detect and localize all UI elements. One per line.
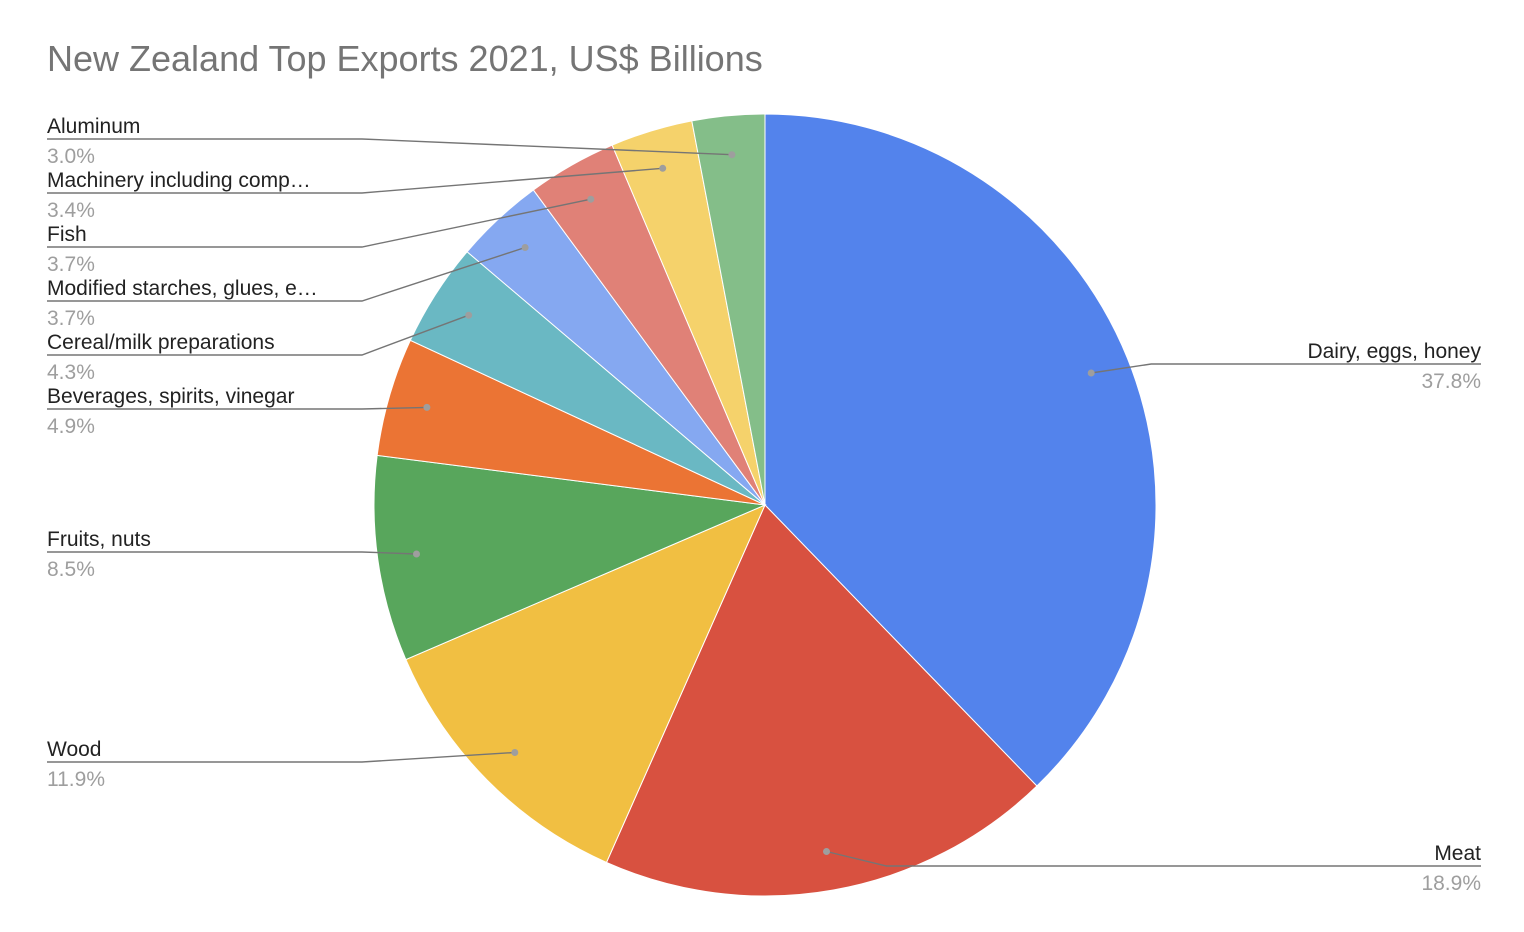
leader-dot-dairy-eggs-honey bbox=[1087, 369, 1095, 377]
slice-label-wood: Wood bbox=[47, 738, 101, 761]
leader-line-beverages-spirits-vinegar bbox=[47, 406, 427, 410]
leader-dot-beverages-spirits-vinegar bbox=[423, 403, 431, 411]
leader-line-meat bbox=[826, 850, 1481, 867]
slice-percent-fish: 3.7% bbox=[47, 253, 95, 276]
slice-percent-cereal-milk-preparations: 4.3% bbox=[47, 361, 95, 384]
leader-line-dairy-eggs-honey bbox=[1091, 363, 1481, 374]
slice-label-beverages-spirits-vinegar: Beverages, spirits, vinegar bbox=[47, 385, 294, 408]
leader-dot-fruits-nuts bbox=[413, 550, 420, 558]
pie-slice-fruits-nuts bbox=[373, 454, 767, 661]
slice-label-meat: Meat bbox=[1434, 842, 1481, 865]
leader-dot-machinery-including-comp bbox=[659, 164, 667, 172]
slice-label-cereal-milk-preparations: Cereal/milk preparations bbox=[47, 331, 275, 354]
leader-dot-cereal-milk-preparations bbox=[465, 311, 473, 319]
slice-label-modified-starches-glues-e: Modified starches, glues, e… bbox=[47, 277, 318, 300]
leader-line-fruits-nuts bbox=[47, 551, 417, 555]
leader-line-cereal-milk-preparations bbox=[47, 314, 469, 356]
chart-title: New Zealand Top Exports 2021, US$ Billio… bbox=[47, 38, 763, 79]
slice-percent-wood: 11.9% bbox=[47, 768, 105, 791]
slice-percent-fruits-nuts: 8.5% bbox=[47, 558, 95, 581]
slice-label-aluminum: Aluminum bbox=[47, 115, 140, 138]
leader-line-machinery-including-comp bbox=[47, 167, 663, 194]
leader-line-wood bbox=[47, 751, 515, 763]
slice-percent-beverages-spirits-vinegar: 4.9% bbox=[47, 415, 95, 438]
slice-percent-modified-starches-glues-e: 3.7% bbox=[47, 307, 95, 330]
pie-slice-dairy-eggs-honey bbox=[764, 113, 1157, 787]
leader-line-modified-starches-glues-e bbox=[47, 246, 526, 302]
pie-slice-aluminum bbox=[691, 113, 766, 506]
slice-label-dairy-eggs-honey: Dairy, eggs, honey bbox=[1307, 340, 1481, 363]
slice-label-fish: Fish bbox=[47, 223, 87, 246]
slice-percent-meat: 18.9% bbox=[1421, 872, 1481, 895]
slice-percent-dairy-eggs-honey: 37.8% bbox=[1421, 370, 1481, 393]
leader-dot-aluminum bbox=[728, 151, 736, 159]
leader-dot-meat bbox=[823, 848, 830, 855]
leader-dot-fish bbox=[587, 195, 595, 203]
leader-dot-wood bbox=[511, 749, 519, 756]
slice-label-fruits-nuts: Fruits, nuts bbox=[47, 528, 151, 551]
leader-dot-modified-starches-glues-e bbox=[521, 244, 529, 251]
leader-line-aluminum bbox=[47, 138, 732, 156]
slice-percent-machinery-including-comp: 3.4% bbox=[47, 199, 95, 222]
leader-line-fish bbox=[47, 198, 591, 248]
slice-label-machinery-including-comp: Machinery including comp… bbox=[47, 169, 311, 192]
slice-percent-aluminum: 3.0% bbox=[47, 145, 95, 168]
pie-slice-wood bbox=[405, 504, 766, 864]
pie-slice-meat bbox=[605, 504, 1038, 897]
